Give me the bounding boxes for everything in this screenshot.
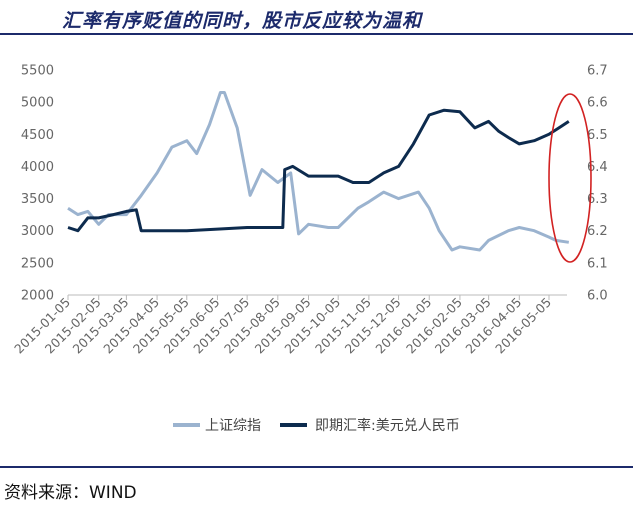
y-right-tick-label: 6.2	[587, 224, 608, 239]
y-left-tick-label: 2500	[21, 256, 54, 271]
y-right-tick-label: 6.5	[587, 128, 608, 143]
y-right-tick-label: 6.1	[587, 256, 608, 271]
y-right-tick-label: 6.0	[587, 289, 608, 304]
chart-title: 汇率有序贬值的同时，股市反应较为温和	[62, 10, 423, 32]
chart: 5500 5000 4500 4000 3500 3000 2500 2000 6.7 6.6 6.…	[11, 64, 608, 435]
legend-label-index: 上证综指	[205, 418, 261, 434]
y-left-tick-label: 4000	[21, 160, 54, 175]
y-right-tick-label: 6.6	[587, 96, 608, 111]
highlight-ellipse	[548, 93, 592, 263]
source-rule	[0, 466, 633, 468]
y-left-tick-label: 4500	[21, 128, 54, 143]
axes: 5500 5000 4500 4000 3500 3000 2500 2000 6.7 6.6 6.…	[11, 64, 608, 357]
y-right-tick-label: 6.4	[587, 160, 608, 175]
y-right-tick-label: 6.7	[587, 64, 608, 79]
legend-label-fx: 即期汇率:美元兑人民币	[315, 417, 460, 434]
legend: 上证综指 即期汇率:美元兑人民币	[173, 417, 460, 434]
series-lines	[67, 91, 570, 252]
y-left-tick-label: 3500	[21, 192, 54, 207]
source-note: 资料来源：WIND	[4, 483, 137, 503]
y-left-tick-label: 3000	[21, 224, 54, 239]
series-line-fx	[67, 108, 570, 233]
y-right-tick-label: 6.3	[587, 192, 608, 207]
y-left-tick-label: 5000	[21, 96, 54, 111]
y-left-tick-label: 5500	[21, 64, 54, 79]
title-rule	[0, 33, 633, 35]
series-line-index	[67, 91, 570, 252]
y-left-tick-label: 2000	[21, 289, 54, 304]
